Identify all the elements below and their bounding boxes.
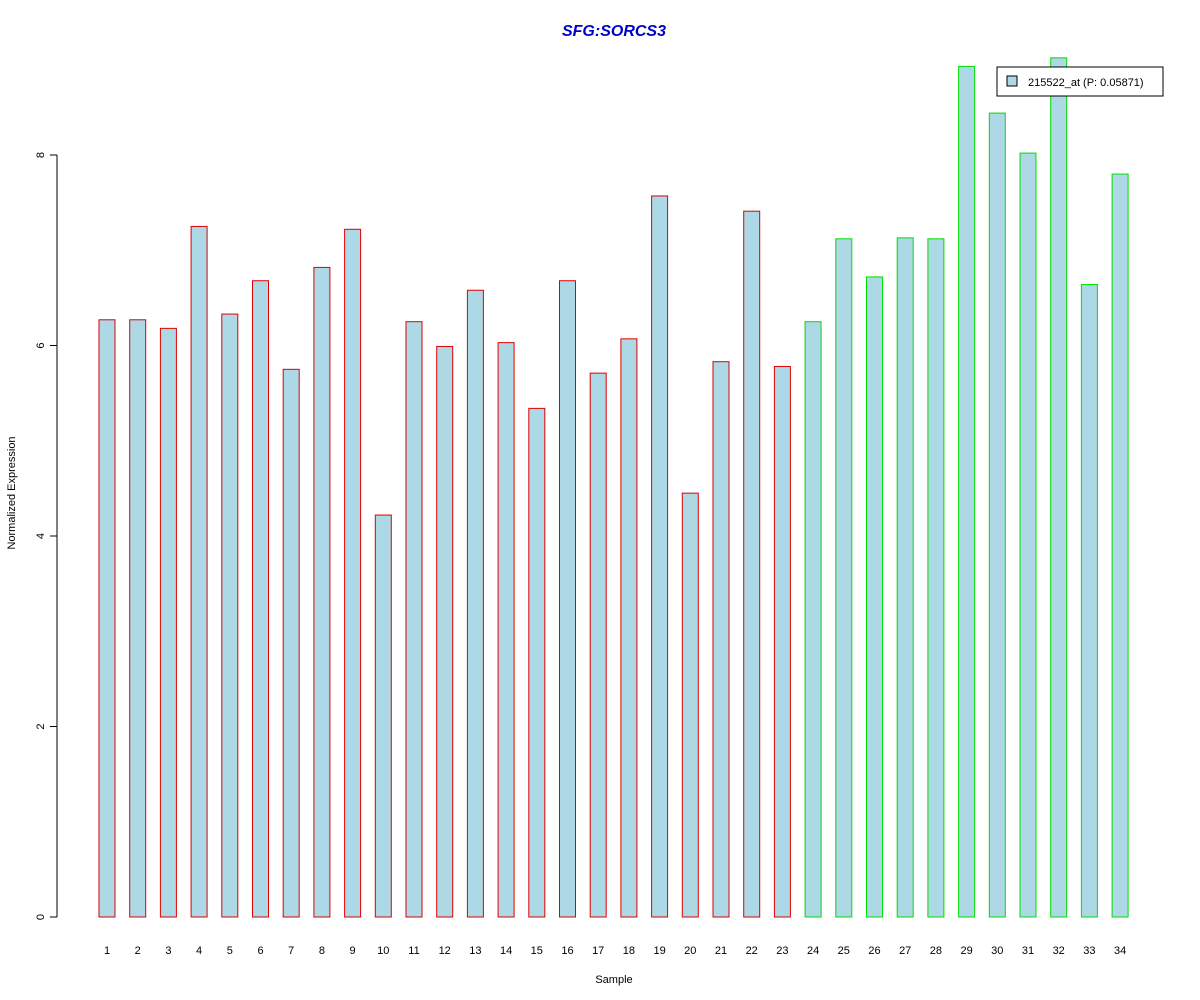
- bars: [98, 57, 1129, 918]
- x-tick-label: 6: [257, 945, 263, 957]
- y-axis-title: Normalized Expression: [6, 436, 18, 549]
- x-tick-label: 26: [868, 945, 880, 957]
- x-tick-label: 19: [653, 945, 665, 957]
- x-tick-label: 29: [960, 945, 972, 957]
- bar-sample-8: [313, 266, 331, 918]
- x-tick-label: 10: [377, 945, 389, 957]
- bar-sample-31: [1019, 152, 1037, 918]
- bar-sample-20: [681, 492, 699, 918]
- x-tick-label: 33: [1083, 945, 1095, 957]
- x-tick-label: 32: [1053, 945, 1065, 957]
- y-tick-label: 2: [35, 723, 47, 729]
- bar-sample-16: [559, 280, 576, 918]
- bar-sample-7: [282, 368, 300, 918]
- y-tick-label: 0: [35, 914, 47, 920]
- bar-sample-17: [589, 372, 607, 918]
- bar-sample-24: [804, 321, 822, 918]
- bar-sample-25: [835, 238, 853, 918]
- bar-sample-19: [651, 195, 669, 918]
- bar-sample-34: [1111, 173, 1129, 918]
- x-tick-label: 24: [807, 945, 819, 957]
- legend-swatch: [1006, 75, 1018, 87]
- legend-box: [996, 66, 1164, 97]
- bar-sample-6: [252, 280, 269, 918]
- x-tick-label: 4: [196, 945, 202, 957]
- y-tick-label: 8: [35, 152, 47, 158]
- x-tick-label: 7: [288, 945, 294, 957]
- x-tick-label: 21: [715, 945, 727, 957]
- x-tick-label: 27: [899, 945, 911, 957]
- bar-sample-29: [958, 65, 976, 918]
- y-axis: 0 2 4 6 8: [35, 152, 58, 920]
- bar-sample-14: [497, 342, 515, 918]
- bar-sample-18: [620, 338, 638, 918]
- bar-sample-32: [1050, 57, 1068, 918]
- x-tick-label: 28: [930, 945, 942, 957]
- x-tick-label: 23: [776, 945, 788, 957]
- bar-sample-33: [1080, 284, 1098, 918]
- x-tick-label: 14: [500, 945, 512, 957]
- x-tick-label: 1: [104, 945, 110, 957]
- bar-sample-12: [436, 345, 454, 918]
- x-axis-title: Sample: [595, 974, 632, 986]
- x-tick-label: 34: [1114, 945, 1126, 957]
- x-tick-label: 31: [1022, 945, 1034, 957]
- bar-sample-30: [988, 112, 1006, 918]
- bar-sample-9: [344, 228, 362, 918]
- bar-sample-5: [221, 313, 239, 918]
- bar-sample-27: [896, 237, 914, 918]
- y-tick-label: 4: [35, 533, 47, 539]
- x-tick-label: 17: [592, 945, 604, 957]
- x-tick-label: 2: [135, 945, 141, 957]
- x-tick-label: 25: [838, 945, 850, 957]
- x-tick-label: 13: [469, 945, 481, 957]
- x-tick-label: 5: [227, 945, 233, 957]
- y-tick-label: 6: [35, 342, 47, 348]
- x-tick-label: 18: [623, 945, 635, 957]
- x-tick-label: 16: [561, 945, 573, 957]
- bar-sample-3: [159, 327, 177, 918]
- bar-sample-11: [405, 321, 423, 918]
- chart-title: SFG:SORCS3: [562, 23, 666, 40]
- x-tick-label: 20: [684, 945, 696, 957]
- x-tick-label: 15: [531, 945, 543, 957]
- bar-sample-13: [466, 289, 484, 918]
- bar-sample-2: [129, 319, 147, 918]
- x-tick-label: 12: [439, 945, 451, 957]
- bar-sample-15: [528, 407, 546, 918]
- x-tick-label: 22: [746, 945, 758, 957]
- x-tick-label: 9: [350, 945, 356, 957]
- bar-sample-10: [374, 514, 392, 918]
- legend: 215522_at (P: 0.05871): [996, 66, 1164, 97]
- bar-sample-28: [927, 238, 945, 918]
- x-tick-labels: 1 2 3 4 5 6 7 8 9 10 11 12 13 14 15 16 17 18 19 20 21 22 23 24 2…: [104, 945, 1126, 957]
- legend-label: 215522_at (P: 0.05871): [1028, 77, 1144, 89]
- bar-sample-23: [773, 365, 791, 918]
- x-tick-label: 11: [408, 945, 419, 957]
- bar-sample-26: [866, 276, 883, 918]
- bar-sample-21: [712, 361, 730, 918]
- bar-sample-4: [190, 225, 208, 918]
- x-tick-label: 3: [165, 945, 171, 957]
- bar-sample-1: [98, 319, 116, 918]
- x-tick-label: 8: [319, 945, 325, 957]
- x-tick-label: 30: [991, 945, 1003, 957]
- bar-sample-22: [743, 210, 761, 918]
